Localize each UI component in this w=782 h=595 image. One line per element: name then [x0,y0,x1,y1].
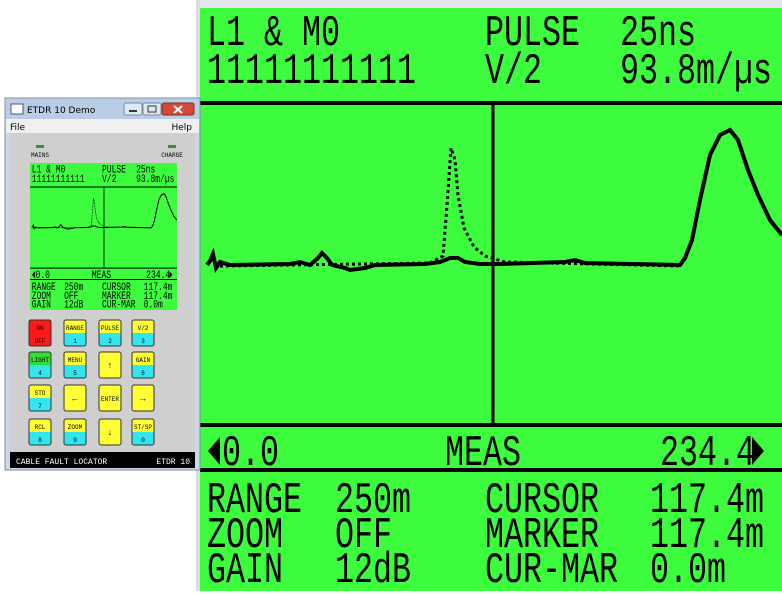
lcd-text: 0.0 [36,270,50,282]
lcd-text: V/2 [102,174,116,186]
key-number: 3 [141,338,145,345]
key-label: → [140,394,146,404]
key-label: ↑ [107,361,112,371]
app-icon [11,104,23,114]
key-label: ST/SP [134,424,152,431]
footer-label: CABLE FAULT LOCATOR [16,458,107,467]
screen: L1 & M0PULSE25ns11111111111V/293.8m/µs0.… [0,0,782,591]
key-number: 2 [108,338,112,345]
small-display: L1 & M0PULSE25ns11111111111V/293.8m/µs0.… [30,163,177,312]
key[interactable]: → [132,385,154,411]
key[interactable]: GAIN 6 [132,352,154,378]
key-number: 1 [73,338,77,345]
key-number: 7 [38,403,42,410]
lcd-text: CUR-MAR [102,300,136,312]
key[interactable]: RCL 8 [29,419,51,445]
lcd-text: V/2 [485,47,542,97]
key[interactable]: ON OFF [29,320,51,346]
key-label: V/2 [138,325,149,332]
key[interactable]: MENU 5 [64,352,86,378]
key-number: OFF [35,338,46,345]
lcd-text: 93.8m/µs [136,174,174,186]
key[interactable]: V/2 3 [132,320,154,346]
lcd-text: 12dB [64,300,83,312]
key-number: 6 [141,370,145,377]
key-number: 5 [73,370,77,377]
lcd-text: 0.0m [144,300,163,312]
lcd-text: MEAS [445,429,521,479]
key-label: ↓ [107,428,112,438]
charge-led [168,145,176,148]
key[interactable]: ← [64,385,86,411]
key-label: ENTER [101,396,119,403]
menu-bar [6,119,199,133]
lcd-text: 234.4 [146,270,170,282]
key-label: PULSE [101,325,119,332]
minimize-button[interactable] [124,103,142,115]
key-number: 9 [73,437,77,444]
lcd-text: 234.4 [660,429,755,479]
footer-label: ETDR 10 [156,458,190,467]
key[interactable]: LIGHT 4 [29,352,51,378]
key[interactable]: STO 7 [29,385,51,411]
lcd-text: 0.0m [650,546,726,591]
menu-item[interactable]: File [10,123,26,133]
key[interactable]: ZOOM 9 [64,419,86,445]
key-label: MENU [68,357,83,364]
key-label: GAIN [136,357,151,364]
large-display: L1 & M0PULSE25ns11111111111V/293.8m/µs0.… [200,8,782,591]
lcd-text: 93.8m/µs [620,47,772,97]
mains-led [36,145,44,148]
window-title: ETDR 10 Demo [27,106,96,116]
key-number: 4 [38,370,42,377]
lcd-text: 11111111111 [32,174,85,186]
lcd-text: CUR-MAR [485,546,618,591]
lcd-text: GAIN [207,546,283,591]
page: {"window": {"title": "ETDR 10 Demo", "me… [0,0,782,591]
lcd-text: 11111111111 [207,47,416,97]
key[interactable]: ↑ [99,352,121,378]
key-label: ← [72,394,78,404]
key-label: ON [36,325,44,332]
indicator-label: MAINS [31,152,49,159]
maximize-button[interactable] [143,103,161,115]
lcd-text: 0.0 [222,429,279,479]
lcd-text: MEAS [92,270,111,282]
key-label: RANGE [66,325,84,332]
key-label: ZOOM [68,424,83,431]
lcd-text: 12dB [335,546,411,591]
key-number: 0 [141,437,145,444]
lcd-text: GAIN [32,300,51,312]
key[interactable]: RANGE 1 [64,320,86,346]
key[interactable]: ↓ [99,419,121,445]
key[interactable]: ENTER [99,385,121,411]
key[interactable]: PULSE 2 [99,320,121,346]
key-label: RCL [35,424,46,431]
key[interactable]: ST/SP 0 [132,419,154,445]
indicator-label: CHARGE [161,152,183,159]
key-label: LIGHT [31,357,49,364]
key-number: 8 [38,437,42,444]
menu-item[interactable]: Help [171,123,192,133]
key-label: STO [35,390,46,397]
display-window-titlebar [200,0,782,8]
